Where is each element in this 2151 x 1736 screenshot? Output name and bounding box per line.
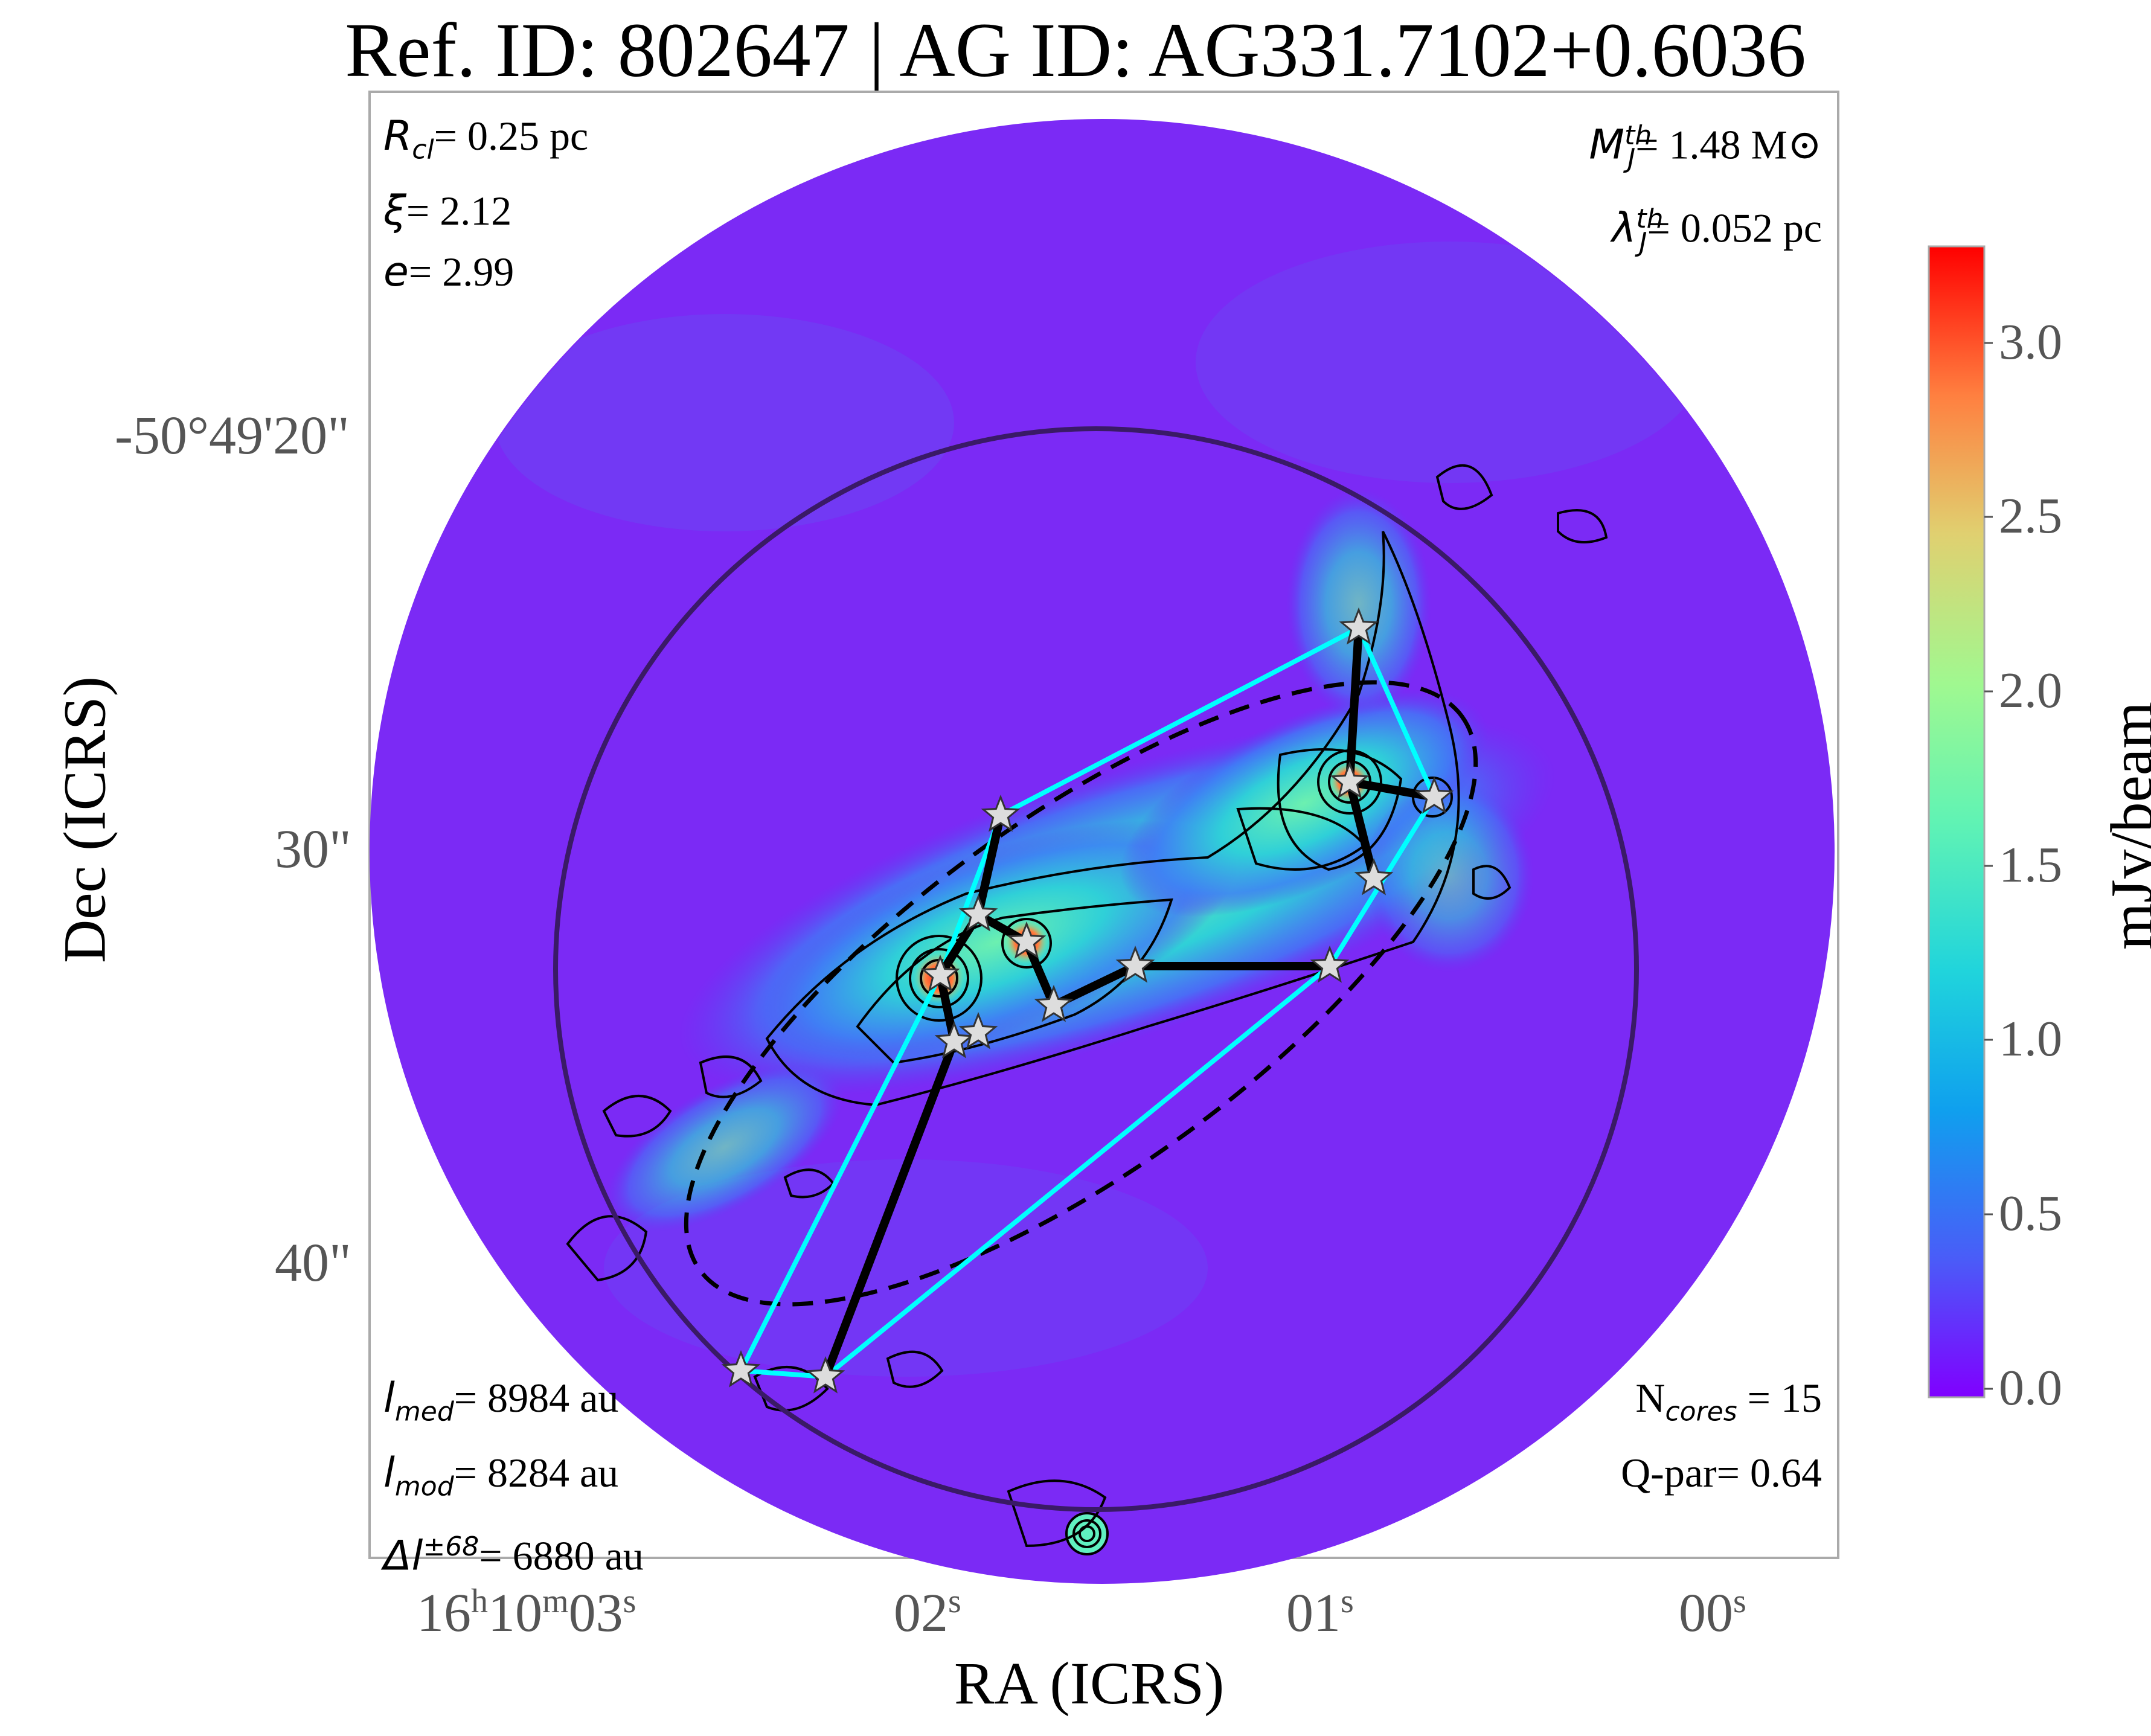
- annotation-top-right: MthJ= 1.48 M⊙ λthJ= 0.052 pc: [1589, 106, 1822, 273]
- y-tick-1: 30": [275, 819, 351, 879]
- annotation-ncores: Ncores = 15: [1635, 1375, 1822, 1427]
- colorbar-tick-2: 1.0: [1999, 1011, 2062, 1067]
- core-star-marker: [934, 1020, 974, 1059]
- colorbar-tick-6: 3.0: [1999, 314, 2062, 370]
- emission-map: [370, 120, 1834, 1583]
- colorbar-tick-1: 0.5: [1999, 1185, 2062, 1241]
- y-tick-0: -50°49'20": [115, 406, 350, 466]
- fitted-ellipse: [684, 680, 1478, 1307]
- field-boundary: [370, 119, 1835, 1584]
- colorbar-tick-0: 0.0: [1999, 1360, 2062, 1416]
- colorbar: [1928, 245, 1986, 1398]
- x-axis-label: RA (ICRS): [954, 1650, 1225, 1717]
- core-star-marker: [958, 1011, 998, 1049]
- y-tick-2: 40": [275, 1233, 351, 1293]
- annotation-xi: ξ= 2.12: [383, 187, 512, 235]
- core-star-marker: [806, 1356, 845, 1394]
- colorbar-ticks: [1984, 342, 1993, 1390]
- annotation-delta-l: Δl±68= 6880 au: [383, 1531, 644, 1580]
- x-tick-1: 02s: [894, 1583, 961, 1643]
- core-star-marker: [1339, 607, 1379, 645]
- core-star-marker: [958, 894, 998, 932]
- annotation-bottom-left: lmed= 8984 au lmod= 8284 au Δl±68= 6880 …: [383, 1368, 644, 1587]
- x-tick-2: 01s: [1286, 1583, 1354, 1643]
- x-tick-3: 00s: [1679, 1583, 1746, 1643]
- colorbar-tick-3: 1.5: [1999, 837, 2062, 893]
- core-star-marker: [981, 794, 1021, 832]
- annotation-jeans-length: λthJ= 0.052 pc: [1612, 203, 1822, 258]
- core-star-marker: [920, 954, 960, 992]
- colorbar-tick-5: 2.5: [1999, 488, 2062, 544]
- core-star-marker: [1310, 945, 1350, 983]
- annotation-q-par: Q-par= 0.64: [1621, 1449, 1822, 1496]
- x-tick-0: 16h10m03s: [417, 1583, 636, 1643]
- core-star-marker: [1330, 761, 1370, 799]
- colorbar-tick-4: 2.0: [1999, 662, 2062, 719]
- clump-radius-circle: [553, 426, 1639, 1512]
- core-star-marker: [1354, 857, 1394, 895]
- annotation-top-left: Rcl= 0.25 pc ξ= 2.12 e= 2.99: [383, 106, 588, 303]
- core-star-marker: [1414, 776, 1454, 814]
- core-star-marker: [721, 1350, 761, 1388]
- convex-hull: [739, 626, 1437, 1379]
- annotation-bottom-right: Ncores = 15 Q-par= 0.64: [1621, 1368, 1822, 1503]
- core-star-marker: [1007, 921, 1047, 959]
- core-markers: [721, 607, 1454, 1394]
- colorbar-label: mJy/beam: [2098, 701, 2151, 950]
- annotation-e: e= 2.99: [383, 248, 515, 296]
- y-axis-label: Dec (ICRS): [51, 676, 118, 963]
- annotation-rcl: Rcl= 0.25 pc: [383, 112, 589, 165]
- core-star-marker: [1115, 945, 1155, 983]
- annotation-l-med: lmed= 8984 au: [383, 1374, 619, 1427]
- annotation-l-mod: lmod= 8284 au: [383, 1449, 619, 1502]
- core-star-marker: [1034, 984, 1074, 1022]
- annotation-jeans-mass: MthJ= 1.48 M⊙: [1589, 120, 1822, 175]
- figure-title: Ref. ID: 802647 | AG ID: AG331.7102+0.60…: [345, 7, 1806, 93]
